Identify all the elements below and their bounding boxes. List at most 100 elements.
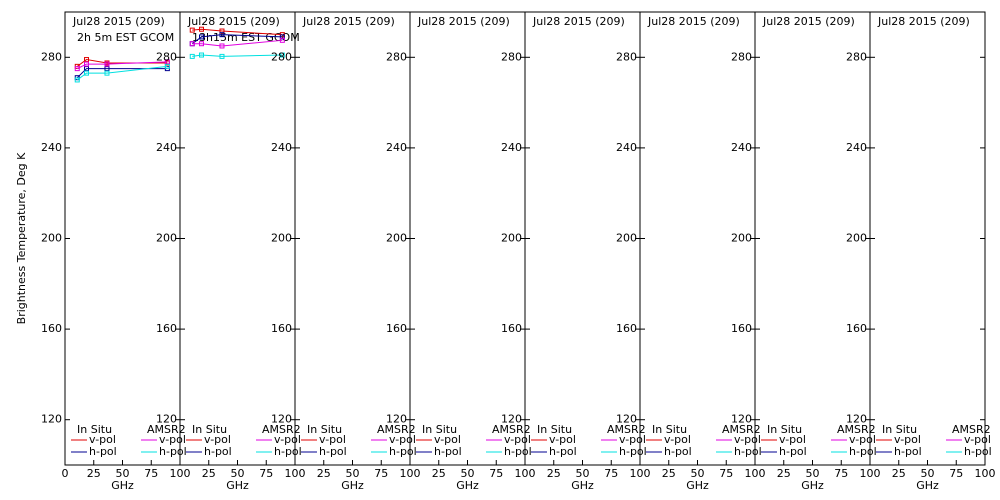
legend-label: h-pol [159,445,187,458]
y-tick-label: 120 [501,413,522,426]
x-tick-label: 25 [662,467,676,480]
y-tick-label: 160 [501,322,522,335]
series-line [191,34,283,45]
marker [279,52,285,58]
y-tick-label: 200 [501,232,522,245]
series-line [76,68,168,79]
y-tick-label: 160 [156,322,177,335]
y-tick-label: 160 [386,322,407,335]
y-tick-label: 160 [616,322,637,335]
x-tick-label: 75 [374,467,388,480]
y-tick-label: 200 [41,232,62,245]
y-tick-label: 280 [386,50,407,63]
legend-label: v-pol [89,433,116,446]
x-axis-label: GHz [801,479,824,492]
legend-label: v-pol [274,433,301,446]
y-tick-label: 280 [271,50,292,63]
x-tick-label: 100 [860,467,881,480]
legend-label: v-pol [664,433,691,446]
legend-group: In Situ [767,423,802,436]
legend-label: v-pol [734,433,761,446]
y-tick-label: 160 [731,322,752,335]
legend-label: h-pol [779,445,807,458]
marker [84,70,90,76]
y-tick-label: 280 [731,50,752,63]
series-line [76,59,168,67]
x-tick-label: 75 [834,467,848,480]
legend-label: h-pol [434,445,462,458]
y-axis-label: Brightness Temperature, Deg K [15,152,28,324]
marker [189,27,195,33]
legend-label: v-pol [849,433,876,446]
x-tick-label: 50 [231,467,245,480]
marker [104,61,110,67]
y-tick-label: 280 [846,50,867,63]
legend-label: v-pol [434,433,461,446]
legend-label: h-pol [549,445,577,458]
y-tick-label: 240 [156,141,177,154]
legend-group: AMSR2 [952,423,991,436]
panel-title: Jul28 2015 (209) [532,15,625,28]
y-tick-label: 240 [41,141,62,154]
legend-label: h-pol [504,445,532,458]
legend-label: h-pol [964,445,992,458]
legend-group: AMSR2 [147,423,186,436]
x-tick-label: 100 [515,467,536,480]
y-tick-label: 120 [271,413,292,426]
x-tick-label: 75 [604,467,618,480]
legend-label: v-pol [389,433,416,446]
marker [219,43,225,49]
marker [219,32,225,38]
y-tick-label: 200 [156,232,177,245]
panel-title: Jul28 2015 (209) [877,15,970,28]
legend-label: h-pol [734,445,762,458]
y-tick-label: 120 [616,413,637,426]
y-tick-label: 120 [731,413,752,426]
x-tick-label: 100 [975,467,996,480]
y-tick-label: 240 [616,141,637,154]
x-tick-label: 100 [285,467,306,480]
x-tick-label: 100 [400,467,421,480]
marker [84,66,90,72]
series-line [192,39,283,47]
x-tick-label: 75 [949,467,963,480]
marker [84,61,90,67]
legend-group: AMSR2 [607,423,646,436]
legend-label: h-pol [204,445,232,458]
marker [199,52,205,58]
panel-title: Jul28 2015 (209) [187,15,280,28]
legend-label: h-pol [849,445,877,458]
y-tick-label: 240 [501,141,522,154]
x-axis-label: GHz [916,479,939,492]
x-tick-label: 25 [892,467,906,480]
x-axis-label: GHz [226,479,249,492]
legend-label: v-pol [894,433,921,446]
legend-group: AMSR2 [377,423,416,436]
y-tick-label: 200 [386,232,407,245]
legend-label: h-pol [389,445,417,458]
legend-label: h-pol [894,445,922,458]
legend-group: In Situ [537,423,572,436]
y-tick-label: 280 [156,50,177,63]
legend-label: v-pol [204,433,231,446]
panel-title: Jul28 2015 (209) [762,15,855,28]
legend-label: h-pol [664,445,692,458]
x-tick-label: 50 [461,467,475,480]
x-axis-label: GHz [456,479,479,492]
y-tick-label: 120 [846,413,867,426]
legend-label: v-pol [549,433,576,446]
x-tick-label: 25 [202,467,216,480]
legend-label: v-pol [619,433,646,446]
legend-label: h-pol [89,445,117,458]
x-tick-label: 50 [806,467,820,480]
panel-title: Jul28 2015 (209) [417,15,510,28]
x-tick-label: 25 [432,467,446,480]
legend-group: AMSR2 [837,423,876,436]
marker [189,41,195,47]
marker [199,41,205,47]
marker [279,34,285,40]
x-tick-label: 75 [719,467,733,480]
x-tick-label: 25 [547,467,561,480]
panel-subtitle: 2h 5m EST GCOM [77,31,174,44]
y-tick-label: 240 [846,141,867,154]
